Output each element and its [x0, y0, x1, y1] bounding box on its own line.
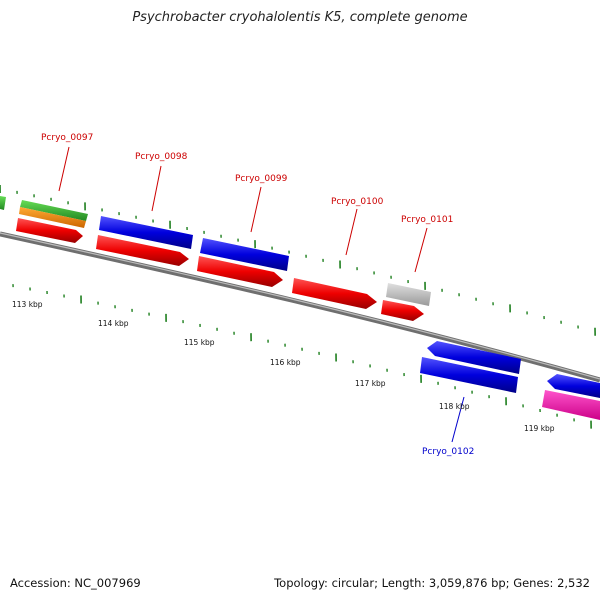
kbp-label: 113 kbp: [12, 300, 43, 309]
kbp-label: 117 kbp: [355, 379, 386, 388]
gene-arrow-green: [20, 200, 88, 221]
gene-label-pcryo-0101: Pcryo_0101: [401, 215, 453, 225]
gene-arrow-blue: [99, 216, 193, 249]
gene-arrow-blue: [427, 341, 521, 374]
genome-backbone: [0, 231, 600, 383]
kbp-label: 119 kbp: [524, 424, 555, 433]
genome-backbone-highlight: [0, 232, 600, 380]
tick-row-outer: [0, 184, 596, 336]
gene-label-pcryo-0098: Pcryo_0098: [135, 152, 188, 162]
gene-arrow-grey: [386, 283, 431, 306]
gene-label-pcryo-0099: Pcryo_0099: [235, 174, 288, 184]
gene-label-pcryo-0102: Pcryo_0102: [422, 447, 474, 457]
map-title: Psychrobacter cryohalolentis K5, complet…: [132, 10, 468, 25]
kbp-label: 114 kbp: [98, 319, 129, 328]
kbp-label: 115 kbp: [184, 338, 215, 347]
gene-arrow-blue: [420, 357, 518, 393]
gene-label-pcryo-0097: Pcryo_0097: [41, 133, 93, 143]
gene-arrow-red: [381, 300, 424, 321]
tick-row-inner: [12, 284, 592, 429]
kbp-label: 116 kbp: [270, 358, 301, 367]
gene-arrow-blue: [200, 238, 289, 271]
gene-arrow-red: [197, 256, 283, 287]
gene-arrow-red: [292, 278, 377, 309]
gene-arrow-orange: [19, 207, 86, 228]
gene-arrow-pink: [542, 390, 600, 420]
gene-arrow-red: [96, 235, 189, 266]
gene-arrow-blue: [547, 374, 600, 398]
label-leaders: [58, 146, 465, 443]
genome-summary-text: Topology: circular; Length: 3,059,876 bp…: [274, 576, 590, 590]
reverse-gene-track: [420, 341, 600, 420]
gene-arrow-green: [0, 196, 6, 210]
gene-arrow-red: [16, 218, 83, 243]
accession-text: Accession: NC_007969: [10, 576, 141, 590]
gene-label-pcryo-0100: Pcryo_0100: [331, 197, 384, 207]
kbp-label: 118 kbp: [439, 402, 470, 411]
forward-gene-track: [0, 196, 431, 321]
